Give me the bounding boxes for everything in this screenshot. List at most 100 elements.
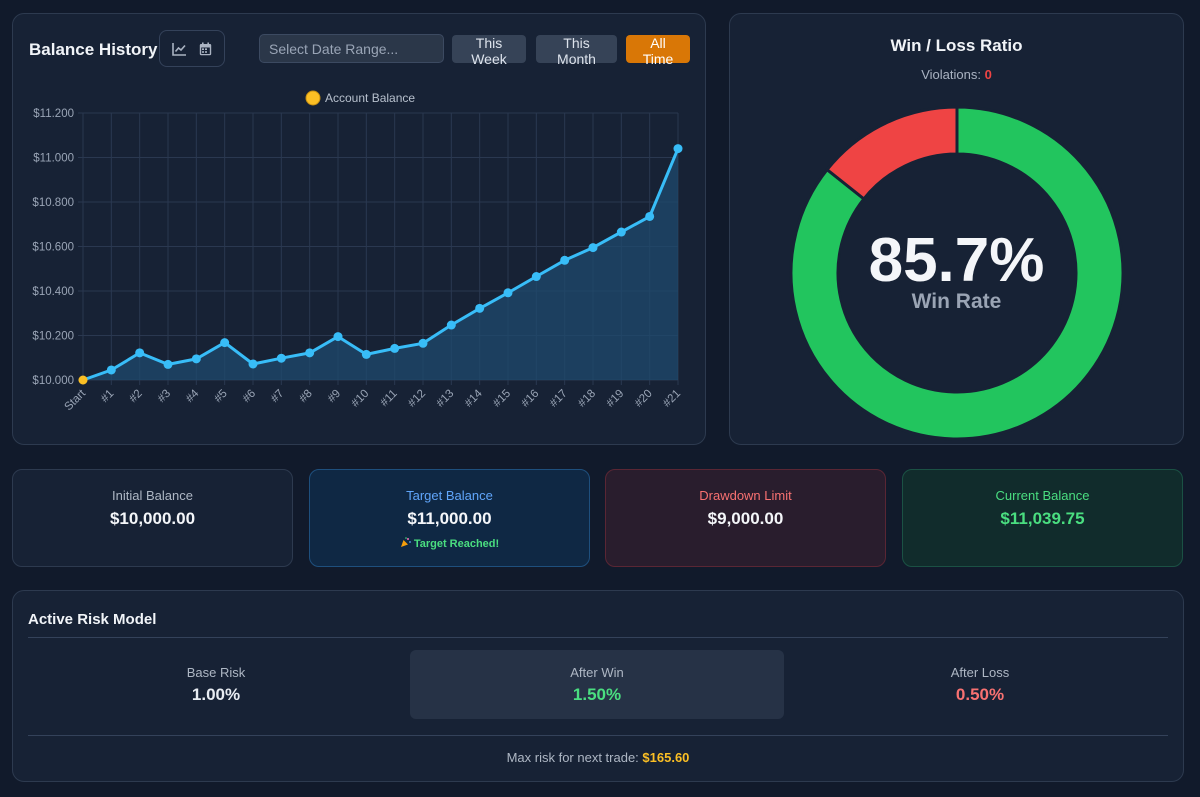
x-tick-label: #20 — [633, 388, 655, 410]
win-rate-value: 85.7% — [868, 226, 1045, 295]
initial-balance-card: Initial Balance $10,000.00 — [12, 469, 293, 567]
this-month-button[interactable]: This Month — [536, 35, 617, 67]
x-tick-label: #16 — [519, 388, 541, 410]
loss-slice — [825, 105, 959, 201]
data-point — [616, 227, 626, 237]
target-balance-value: $11,000.00 — [407, 509, 492, 528]
x-tick-label: #4 — [184, 387, 202, 405]
data-point — [333, 332, 343, 342]
y-tick-label: $10.200 — [32, 331, 74, 343]
y-tick-label: $11.000 — [33, 153, 74, 165]
data-point — [418, 338, 428, 348]
win-slice — [789, 105, 1125, 441]
win-loss-card: Win / Loss Ratio Violations: 0 85.7% Win… — [729, 13, 1184, 445]
target-reached-note: Target Reached! — [310, 537, 589, 550]
data-point — [645, 211, 655, 221]
data-point — [163, 359, 173, 369]
chart-line-icon[interactable] — [170, 40, 188, 58]
x-tick-label: #1 — [99, 388, 117, 406]
y-tick-label: $10.400 — [32, 286, 74, 298]
donut-hole — [839, 155, 1075, 391]
drawdown-limit-card: Drawdown Limit $9,000.00 — [605, 469, 886, 567]
current-balance-value: $11,039.75 — [1000, 509, 1085, 528]
y-tick-label: $10.800 — [32, 197, 74, 209]
data-point — [361, 349, 371, 359]
this-week-button[interactable]: This Week — [452, 35, 526, 67]
risk-model-title: Active Risk Model — [28, 611, 157, 628]
current-balance-label: Current Balance — [995, 488, 1090, 503]
x-tick-label: #13 — [434, 388, 456, 410]
date-range-input[interactable] — [259, 34, 444, 63]
x-tick-label: #9 — [326, 388, 344, 406]
target-reached-text: Target Reached! — [413, 538, 500, 550]
data-point — [135, 348, 145, 358]
violations-text: Violations: 0 — [730, 67, 1183, 82]
data-point — [220, 338, 230, 348]
data-point — [305, 348, 315, 358]
base-risk-label: Base Risk — [186, 665, 246, 680]
data-point — [503, 288, 513, 298]
win-loss-title: Win / Loss Ratio — [890, 36, 1023, 55]
after-win-value: 1.50% — [572, 685, 622, 704]
base-risk-value: 1.00% — [191, 685, 241, 704]
series-line — [82, 148, 680, 382]
x-tick-label: #14 — [463, 387, 485, 409]
data-point — [78, 375, 88, 385]
risk-model-card: Active Risk Model Base Risk 1.00% After … — [12, 590, 1184, 782]
data-point — [531, 272, 541, 282]
data-point — [276, 353, 286, 363]
data-point — [560, 255, 570, 265]
data-point — [106, 365, 116, 375]
x-tick-label: #19 — [604, 388, 626, 410]
balance-chart: $11.200 $11.000 $10.800 $10.600 $10.400 $10.2… — [32, 90, 683, 413]
all-time-button[interactable]: All Time — [626, 35, 690, 67]
x-tick-label: #11 — [378, 388, 399, 409]
x-tick-label: #7 — [269, 388, 287, 406]
y-tick-label: $10.600 — [32, 242, 74, 254]
data-point — [475, 303, 485, 313]
x-tick-label: #8 — [297, 388, 315, 406]
x-tick-label: #10 — [349, 388, 371, 410]
x-tick-label: #2 — [127, 388, 145, 406]
legend-marker — [305, 90, 321, 106]
after-win-block: After Win 1.50% — [410, 650, 784, 719]
max-risk-label: Max risk for next trade: — [506, 750, 639, 765]
party-popper-icon — [400, 537, 411, 547]
violations-label: Violations: — [921, 67, 981, 82]
after-loss-label: After Loss — [950, 665, 1010, 680]
x-tick-label: #17 — [548, 388, 570, 410]
win-rate-label: Win Rate — [911, 290, 1002, 313]
data-point — [446, 320, 456, 330]
divider — [28, 637, 1168, 638]
x-tick-label: #3 — [156, 388, 174, 406]
drawdown-limit-value: $9,000.00 — [707, 509, 784, 528]
violations-count: 0 — [984, 67, 992, 82]
x-tick-label: Start — [62, 387, 88, 413]
y-tick-label: $11.200 — [33, 108, 74, 120]
chart-view-toggle — [159, 30, 225, 67]
target-balance-label: Target Balance — [406, 488, 493, 503]
x-tick-label: #12 — [406, 388, 428, 410]
x-tick-label: #15 — [491, 388, 513, 410]
current-balance-card: Current Balance $11,039.75 — [902, 469, 1183, 567]
base-risk-block: Base Risk 1.00% — [29, 650, 403, 719]
data-point — [248, 359, 258, 369]
balance-history-title: Balance History — [29, 40, 158, 59]
calendar-icon[interactable] — [196, 40, 214, 58]
x-tick-label: #6 — [241, 388, 259, 406]
legend-label: Account Balance — [325, 91, 415, 105]
balance-history-card: $11.200 $11.000 $10.800 $10.600 $10.400 $10.2… — [12, 13, 706, 445]
max-risk-value: $165.60 — [642, 750, 690, 765]
initial-balance-label: Initial Balance — [112, 488, 193, 503]
x-tick-label: #18 — [576, 388, 598, 410]
x-tick-label: #5 — [212, 388, 230, 406]
win-loss-donut — [789, 105, 1125, 441]
y-tick-label: $10.000 — [32, 375, 74, 387]
data-point — [588, 243, 598, 253]
x-tick-label: #21 — [661, 388, 683, 410]
drawdown-limit-label: Drawdown Limit — [699, 488, 792, 503]
max-risk-text: Max risk for next trade: $165.60 — [13, 750, 1183, 765]
series-area — [83, 148, 678, 380]
data-point — [673, 144, 683, 154]
divider — [28, 735, 1168, 736]
